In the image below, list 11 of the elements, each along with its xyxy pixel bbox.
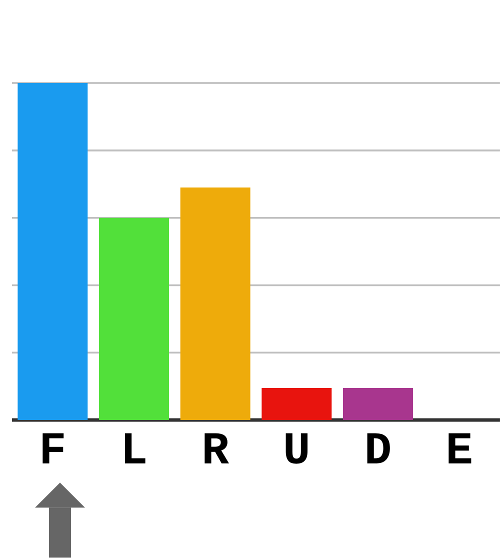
x-tick-label: F bbox=[42, 433, 64, 464]
x-tick-label: L bbox=[125, 433, 146, 464]
x-tick-label: D bbox=[367, 433, 390, 464]
bar bbox=[18, 83, 88, 420]
bar bbox=[99, 218, 169, 420]
x-tick-label: R bbox=[204, 433, 229, 464]
bar bbox=[343, 388, 413, 420]
bar bbox=[180, 188, 250, 420]
x-tick-label: U bbox=[286, 433, 308, 464]
bar bbox=[262, 388, 332, 420]
x-tick-label: E bbox=[448, 433, 472, 464]
